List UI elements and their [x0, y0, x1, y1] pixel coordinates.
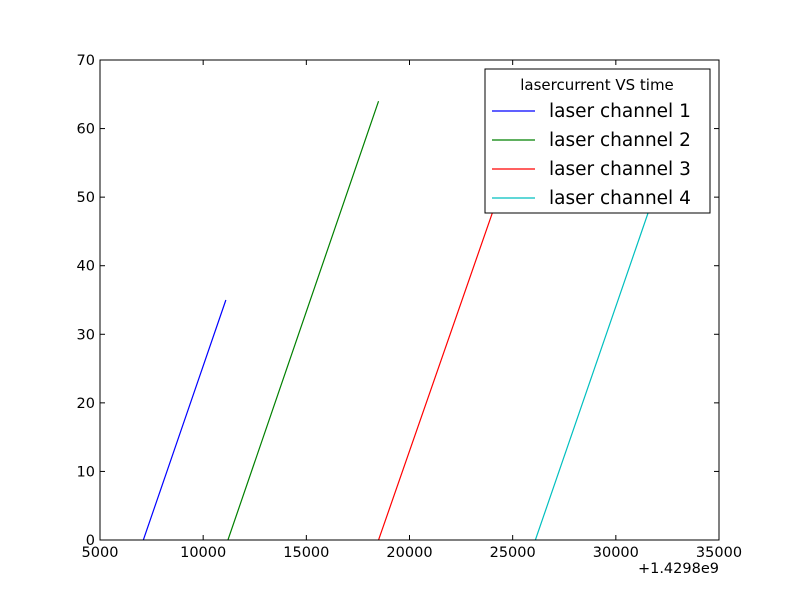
legend-box [484, 68, 711, 214]
series-line-1 [142, 299, 227, 540]
legend-label-4: laser channel 4 [549, 188, 691, 209]
y-tick-label: 70 [77, 53, 95, 69]
x-tick-label: 30000 [593, 545, 639, 561]
x-tick-label: 10000 [180, 545, 226, 561]
y-tick-label: 60 [77, 122, 95, 138]
legend-label-2: laser channel 2 [549, 130, 691, 151]
ticks-layer: 5000 10000 15000 20000 25000 30000 35000 0 10 20 3… [77, 53, 743, 561]
x-tick-label: 5000 [82, 545, 119, 561]
series-line-2 [227, 100, 380, 540]
legend-title: lasercurrent VS time [520, 76, 674, 94]
x-offset-label: +1.4298e9 [638, 561, 719, 577]
x-tick-label: 35000 [696, 545, 742, 561]
legend-label-1: laser channel 1 [549, 101, 691, 122]
x-tick-label: 25000 [490, 545, 536, 561]
y-tick-label: 30 [77, 327, 95, 343]
legend: lasercurrent VS time laser channel 1lase… [484, 68, 711, 214]
legend-items: laser channel 1 laser channel 2 laser chan… [492, 101, 691, 209]
plot-frame [99, 59, 720, 541]
y-tick-label: 0 [86, 533, 95, 549]
x-tick-label: 15000 [283, 545, 329, 561]
y-tick-label: 10 [77, 464, 95, 480]
y-tick-label: 20 [77, 396, 95, 412]
x-tick-label: 20000 [386, 545, 432, 561]
y-tick-label: 40 [77, 259, 95, 275]
y-tick-label: 50 [77, 190, 95, 206]
legend-label-3: laser channel 3 [549, 159, 691, 180]
